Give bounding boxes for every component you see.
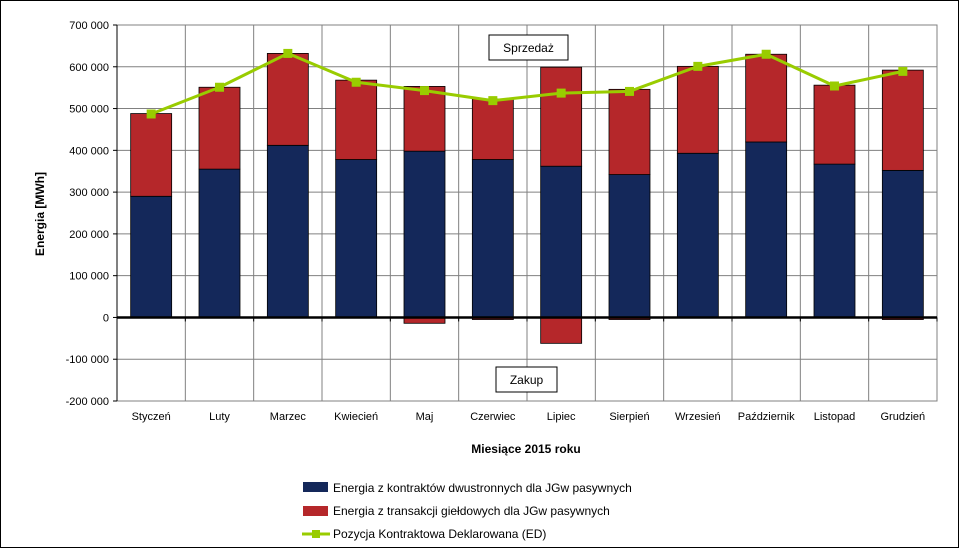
x-tick-label: Grudzień: [881, 411, 926, 423]
bar-contracts: [335, 159, 378, 318]
y-tick-label: -100 000: [66, 354, 109, 366]
y-tick-label: 200 000: [69, 229, 109, 241]
bar-contracts: [471, 159, 514, 318]
ed-point: [488, 96, 498, 106]
legend-marker-ed: [312, 530, 320, 538]
bar-exchange: [608, 88, 651, 175]
ed-point: [830, 81, 839, 91]
y-tick-label: 0: [103, 312, 109, 324]
x-tick-label: Listopad: [814, 411, 856, 423]
ed-point: [420, 86, 429, 96]
bar-exchange: [813, 84, 856, 165]
bar-contracts: [403, 150, 446, 318]
annotation-sprzedaz: Sprzedaż: [488, 34, 569, 61]
bar-exchange: [335, 79, 378, 160]
y-tick-label: 400 000: [69, 145, 109, 157]
legend-label-contracts: Energia z kontraktów dwustronnych dla JG…: [333, 481, 632, 495]
x-axis-title: Miesiące 2015 roku: [471, 442, 580, 456]
ed-line: [150, 51, 904, 116]
x-tick-label: Maj: [416, 411, 434, 423]
ed-point: [215, 82, 224, 92]
x-tick-label: Styczeń: [132, 411, 171, 423]
legend-label-exchange: Energia z transakcji giełdowych dla JGw …: [333, 504, 610, 518]
y-tick-label: -200 000: [66, 396, 109, 408]
bar-contracts: [881, 169, 924, 318]
x-tick-label: Czerwiec: [470, 411, 516, 423]
bar-contracts: [676, 152, 719, 318]
y-tick-label: 600 000: [69, 62, 109, 74]
x-tick-label: Lipiec: [547, 411, 576, 423]
bar-contracts: [266, 144, 309, 318]
ed-point: [898, 66, 908, 76]
bar-contracts: [130, 195, 173, 318]
x-tick-labels: Styczeń Luty Marzec Kwiecień Maj Czerwiec Lipi…: [132, 411, 926, 423]
bar-exchange: [676, 65, 719, 154]
x-tick-label: Październik: [738, 411, 795, 423]
ed-point: [693, 61, 703, 71]
y-axis-title: Energia [MWh]: [33, 172, 47, 256]
bar-contracts: [608, 174, 651, 318]
bar-exchange: [198, 86, 241, 170]
x-tick-label: Sierpień: [609, 411, 649, 423]
bar-exchange: [130, 113, 173, 197]
annotation-zakup-box: [495, 366, 558, 393]
ed-point: [283, 48, 293, 58]
x-tick-label: Wrzesień: [675, 411, 721, 423]
bar-contracts: [813, 163, 856, 318]
x-tick-label: Kwiecień: [334, 411, 378, 423]
bar-contracts: [745, 141, 788, 318]
ed-point: [146, 109, 156, 119]
legend-swatch-exchange: [303, 506, 328, 516]
y-tick-label: 500 000: [69, 104, 109, 116]
x-tick-label: Luty: [209, 411, 230, 423]
annotation-zakup-label: Zakup: [510, 373, 544, 387]
legend: Energia z kontraktów dwustronnych dla JG…: [302, 481, 632, 541]
y-tick-label: 700 000: [69, 20, 109, 32]
bar-exchange: [745, 53, 788, 143]
bar-exchange-negative: [540, 317, 583, 344]
bar-exchange: [266, 53, 309, 146]
y-tick-label: 100 000: [69, 271, 109, 283]
axes: [113, 24, 938, 402]
bar-contracts: [198, 168, 241, 318]
annotation-sprzedaz-label: Sprzedaż: [503, 41, 554, 55]
legend-swatch-contracts: [303, 482, 328, 492]
ed-point: [556, 88, 566, 98]
bar-exchange: [403, 86, 446, 152]
ed-line-series: [146, 48, 908, 119]
x-tick-label: Marzec: [270, 411, 307, 423]
bar-contracts: [540, 165, 583, 318]
bar-exchange: [540, 66, 583, 167]
ed-point: [761, 49, 771, 59]
bars: [130, 53, 924, 344]
y-tick-labels: -200 000 -100 000 0 100 000 200 000 300 000 40…: [66, 20, 109, 408]
bar-exchange: [881, 69, 924, 171]
ed-point: [351, 77, 361, 87]
annotation-zakup: Zakup: [495, 366, 558, 393]
annotation-sprzedaz-box: [488, 34, 569, 61]
legend-label-ed: Pozycja Kontraktowa Deklarowana (ED): [333, 527, 546, 541]
ed-point: [625, 86, 634, 96]
bar-exchange: [471, 98, 514, 160]
y-tick-label: 300 000: [69, 187, 109, 199]
